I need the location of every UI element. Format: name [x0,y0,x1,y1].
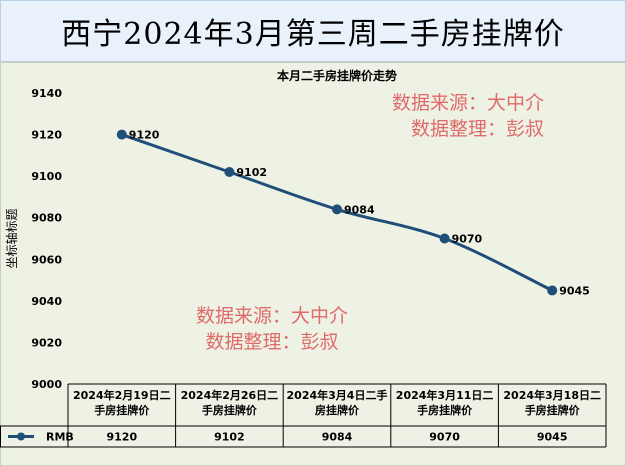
data-label: 9102 [236,166,267,179]
y-tick-label: 9060 [31,253,62,266]
table-value: 9070 [429,431,460,444]
table-value: 9045 [537,431,568,444]
data-point [547,285,558,296]
legend-label: RMB [46,431,74,444]
page-title: 西宁2024年3月第三周二手房挂牌价 [61,17,565,52]
category-label: 2024年2月19日二手房挂牌价 [73,388,171,417]
data-point [224,166,235,177]
y-tick-label: 9100 [31,170,62,183]
table-value: 9120 [106,431,137,444]
watermark-top: 数据来源：大中介 数据整理：彭叔 [392,90,544,142]
y-axis-title: 坐标轴标题 [4,208,19,268]
category-label: 2024年3月18日二手房挂牌价 [503,388,601,417]
data-point [116,129,127,140]
y-tick-label: 9020 [31,336,62,349]
watermark-top-line1: 数据来源：大中介 [392,92,545,114]
category-label: 2024年3月11日二手房挂牌价 [396,388,494,417]
y-tick-label: 9040 [31,295,62,308]
data-label: 9084 [344,203,375,216]
y-tick-label: 9140 [31,87,62,100]
table-value: 9102 [214,431,245,444]
category-label: 2024年3月4日二手房挂牌价 [287,388,388,417]
data-label: 9045 [559,284,590,297]
legend-marker [17,432,25,441]
category-label: 2024年2月26日二手房挂牌价 [181,388,279,417]
y-tick-label: 9000 [31,378,62,391]
data-label: 9120 [129,129,160,142]
table-value: 9084 [322,431,353,444]
y-tick-label: 9120 [31,129,62,142]
watermark-bottom: 数据来源：大中介 数据整理：彭叔 [196,303,348,355]
y-tick-label: 9080 [31,212,62,225]
data-point [439,233,450,244]
watermark-bottom-line1: 数据来源：大中介 [196,305,349,327]
data-label: 9070 [452,233,483,246]
watermark-top-line2: 数据整理：彭叔 [411,118,545,140]
data-point [332,204,342,215]
watermark-bottom-line2: 数据整理：彭叔 [205,331,339,353]
title-bar: 西宁2024年3月第三周二手房挂牌价 [0,0,626,62]
chart-title: 本月二手房挂牌价走势 [277,68,397,83]
